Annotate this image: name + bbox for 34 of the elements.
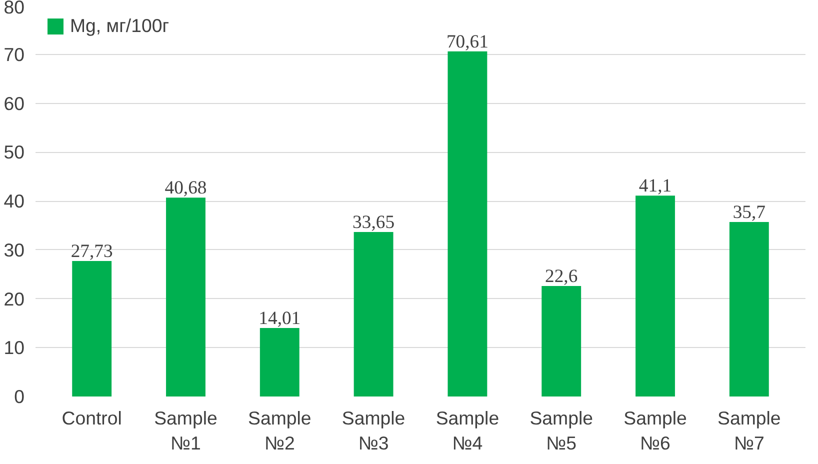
x-tick-label: Sample №1 bbox=[154, 408, 218, 454]
y-tick-label: 50 bbox=[4, 142, 25, 163]
bar bbox=[166, 198, 206, 396]
y-tick-label: 0 bbox=[14, 386, 25, 407]
bar bbox=[354, 232, 394, 396]
data-label: 14,01 bbox=[258, 308, 301, 330]
y-tick-label: 30 bbox=[4, 239, 25, 260]
x-tick-label: Control bbox=[62, 408, 122, 428]
data-label: 27,73 bbox=[70, 240, 113, 262]
y-tick-label: 70 bbox=[4, 44, 25, 65]
data-label: 70,61 bbox=[446, 31, 488, 52]
x-tick-label: Sample №5 bbox=[530, 408, 593, 454]
x-tick-label: Sample №4 bbox=[436, 408, 500, 454]
bar bbox=[636, 196, 675, 396]
data-label: 33,65 bbox=[352, 212, 395, 234]
y-tick-label: 40 bbox=[4, 190, 25, 212]
bar bbox=[72, 260, 112, 396]
x-tick-label: Sample №3 bbox=[342, 408, 406, 454]
y-tick-label: 60 bbox=[4, 92, 25, 114]
bar bbox=[260, 328, 300, 396]
x-tick-label: Sample №6 bbox=[624, 408, 687, 454]
y-tick-label: 80 bbox=[4, 0, 25, 18]
data-label: 41,1 bbox=[638, 176, 672, 197]
data-label: 40,68 bbox=[164, 178, 207, 199]
bar bbox=[729, 222, 769, 396]
data-label: 35,7 bbox=[732, 202, 766, 224]
bar bbox=[542, 286, 582, 396]
x-tick-label: Sample №7 bbox=[718, 408, 781, 454]
data-label: 22,6 bbox=[545, 266, 578, 288]
y-tick-label: 20 bbox=[4, 288, 25, 310]
bar bbox=[448, 51, 488, 396]
legend-label: Mg, мг/100г bbox=[70, 15, 170, 37]
x-tick-label: Sample №2 bbox=[248, 408, 312, 454]
y-tick-label: 10 bbox=[4, 337, 25, 358]
